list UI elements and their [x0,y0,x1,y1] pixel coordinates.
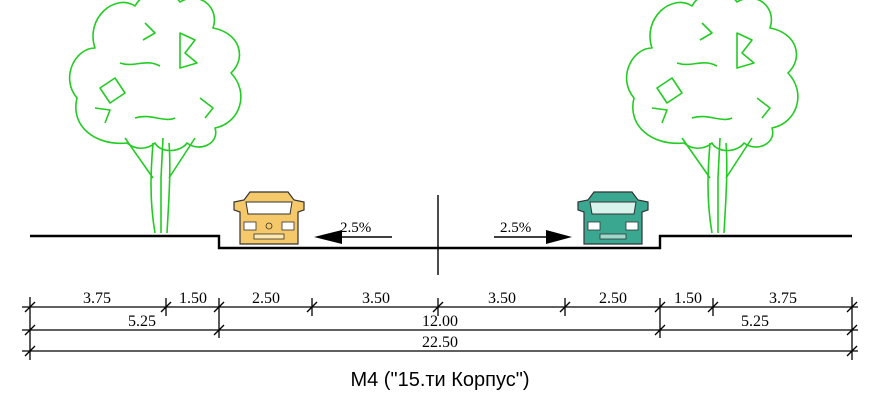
dim-total: 22.50 [422,334,458,351]
ground-left [30,234,852,250]
tree-icon [625,0,799,234]
dim-lane-2: 3.50 [362,290,390,307]
dim-lane-3: 3.50 [488,290,516,307]
slope-label-left: 2.5% [340,220,371,236]
dim-sidewalk-right: 3.75 [769,290,797,307]
dim-sidewalk-left: 3.75 [83,290,111,307]
dim-side-left: 5.25 [128,313,156,330]
dim-lane-4: 2.50 [599,290,627,307]
tree-icon [68,0,242,234]
car-icon [233,191,305,245]
slope-label-right: 2.5% [500,220,531,236]
dim-carriageway: 12.00 [422,313,458,330]
dim-green-right: 1.50 [674,290,702,307]
dimension-lines [22,297,858,360]
dim-green-left: 1.50 [179,290,207,307]
dim-side-right: 5.25 [741,313,769,330]
arrow-right-icon [494,230,572,244]
diagram-caption: M4 ("15.ти Корпус") [350,369,529,391]
arrow-left-icon [314,230,392,244]
dim-lane-1: 2.50 [252,290,280,307]
car-icon [577,191,649,245]
